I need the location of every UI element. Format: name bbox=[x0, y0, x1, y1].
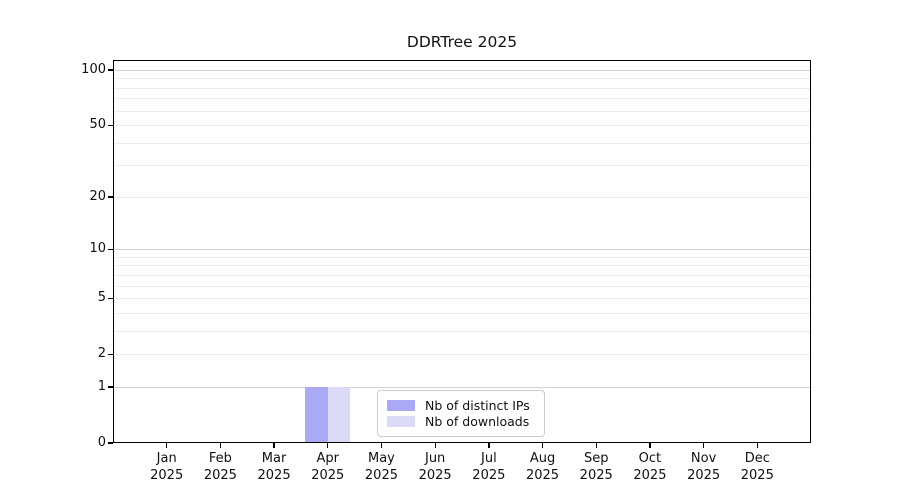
x-tick-mark-nov bbox=[703, 443, 705, 448]
legend-swatch-downloads bbox=[387, 416, 415, 427]
x-tick-mark-aug bbox=[541, 443, 544, 448]
gridline-minor-8 bbox=[113, 265, 811, 267]
bar-nb-of-distinct-ips-apr bbox=[305, 386, 328, 443]
gridline-major-100 bbox=[113, 70, 811, 71]
x-tick-mark-dec bbox=[756, 443, 758, 448]
legend-label-distinct-ips: Nb of distinct IPs bbox=[425, 398, 530, 413]
gridline-minor-6 bbox=[113, 285, 811, 287]
x-tick-label-oct: Oct 2025 bbox=[633, 451, 667, 483]
y-tick-label-50: 50 bbox=[89, 117, 106, 133]
y-tick-mark-50 bbox=[108, 124, 113, 126]
bar-nb-of-downloads-apr bbox=[327, 386, 351, 443]
x-tick-label-feb: Feb 2025 bbox=[203, 451, 237, 483]
chart-title: DDRTree 2025 bbox=[406, 33, 518, 51]
x-tick-label-sep: Sep 2025 bbox=[579, 451, 613, 483]
y-tick-label-20: 20 bbox=[89, 188, 106, 204]
y-tick-mark-5 bbox=[108, 297, 113, 299]
gridline-minor-90 bbox=[113, 78, 811, 80]
x-tick-mark-jun bbox=[434, 443, 436, 448]
x-tick-label-dec: Dec 2025 bbox=[740, 451, 774, 483]
gridline-minor-3 bbox=[113, 330, 811, 332]
x-tick-mark-jul bbox=[488, 443, 490, 448]
y-tick-mark-0 bbox=[108, 442, 113, 444]
legend-label-downloads: Nb of downloads bbox=[425, 414, 530, 429]
y-tick-mark-20 bbox=[108, 196, 113, 198]
x-tick-label-mar: Mar 2025 bbox=[257, 451, 291, 483]
gridline-minor-7 bbox=[113, 274, 811, 276]
gridline-major-1 bbox=[113, 386, 811, 388]
gridline-minor-60 bbox=[113, 110, 811, 112]
x-tick-mark-jan bbox=[166, 443, 168, 448]
x-tick-label-jun: Jun 2025 bbox=[418, 451, 452, 483]
y-tick-mark-10 bbox=[108, 248, 113, 250]
gridline-minor-5 bbox=[113, 298, 811, 300]
legend-item-downloads: Nb of downloads bbox=[387, 414, 535, 429]
plot-area bbox=[113, 60, 811, 443]
y-tick-mark-1 bbox=[108, 386, 113, 388]
gridline-major-10 bbox=[113, 249, 811, 251]
x-tick-mark-may bbox=[380, 443, 383, 448]
x-tick-label-jan: Jan 2025 bbox=[150, 451, 184, 483]
gridline-minor-50 bbox=[113, 125, 811, 127]
y-tick-mark-2 bbox=[108, 353, 113, 355]
gridline-minor-20 bbox=[113, 196, 811, 198]
x-tick-label-nov: Nov 2025 bbox=[687, 451, 721, 483]
x-tick-mark-apr bbox=[327, 443, 329, 448]
x-tick-mark-oct bbox=[649, 443, 651, 448]
x-tick-label-may: May 2025 bbox=[364, 451, 398, 483]
gridline-minor-80 bbox=[113, 87, 811, 89]
gridline-minor-40 bbox=[113, 142, 811, 144]
gridline-minor-4 bbox=[113, 312, 811, 314]
x-tick-label-apr: Apr 2025 bbox=[311, 451, 345, 483]
y-tick-label-1: 1 bbox=[97, 378, 106, 394]
legend-swatch-distinct-ips bbox=[387, 400, 415, 411]
x-tick-mark-feb bbox=[219, 443, 222, 448]
x-tick-mark-sep bbox=[595, 443, 597, 448]
x-tick-label-jul: Jul 2025 bbox=[472, 451, 506, 483]
legend: Nb of distinct IPs Nb of downloads bbox=[377, 390, 545, 437]
gridline-minor-2 bbox=[113, 354, 811, 356]
y-tick-label-0: 0 bbox=[97, 435, 106, 450]
y-tick-label-2: 2 bbox=[97, 346, 106, 362]
y-tick-label-5: 5 bbox=[97, 290, 106, 306]
x-tick-label-aug: Aug 2025 bbox=[525, 451, 560, 483]
legend-item-distinct-ips: Nb of distinct IPs bbox=[387, 398, 535, 413]
gridline-minor-30 bbox=[113, 165, 811, 167]
y-tick-label-100: 100 bbox=[81, 62, 106, 77]
gridline-minor-9 bbox=[113, 256, 811, 258]
gridline-minor-70 bbox=[113, 98, 811, 100]
y-tick-mark-100 bbox=[108, 69, 113, 71]
x-tick-mark-mar bbox=[273, 443, 275, 448]
y-tick-label-10: 10 bbox=[89, 241, 106, 257]
